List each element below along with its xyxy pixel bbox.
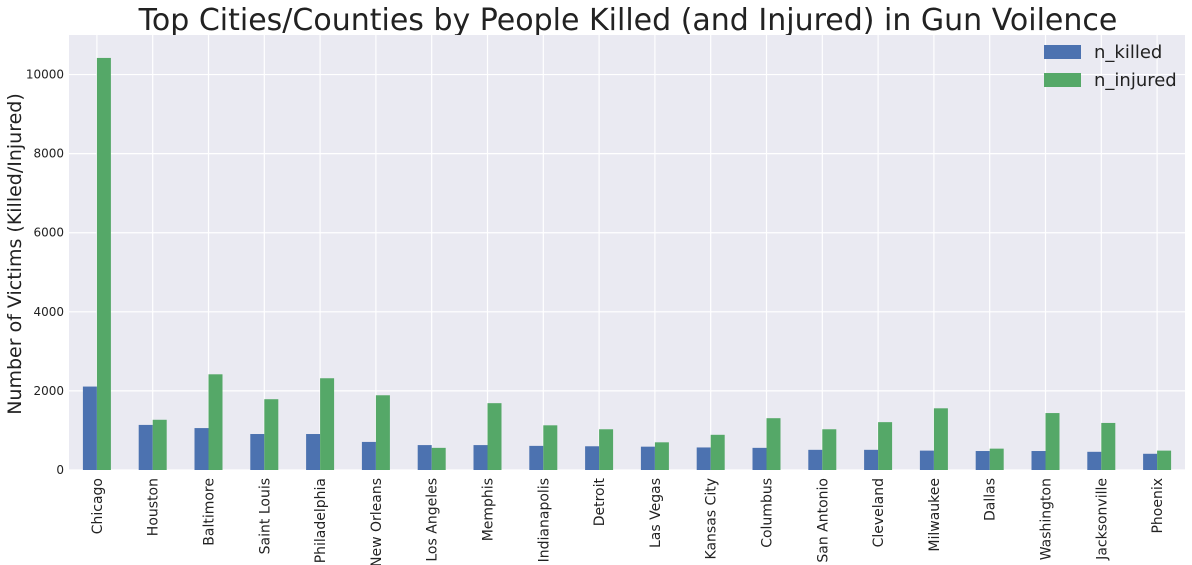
- x-tick-label: Phoenix: [1150, 478, 1166, 534]
- bar-n_injured: [1045, 413, 1060, 470]
- bar-n_injured: [766, 418, 781, 470]
- legend-swatch: [1044, 73, 1081, 87]
- bar-n_injured: [989, 448, 1004, 470]
- y-tick-label: 4000: [33, 305, 64, 319]
- bar-n_injured: [375, 395, 390, 470]
- bar-n_injured: [208, 374, 223, 470]
- y-tick-label: 8000: [33, 147, 64, 161]
- y-tick-label: 10000: [26, 68, 64, 82]
- x-tick-label: Baltimore: [202, 478, 218, 546]
- bar-n_injured: [599, 429, 614, 470]
- bar-n_injured: [822, 429, 837, 470]
- bar-n_injured: [320, 378, 335, 470]
- bars: [82, 57, 1172, 470]
- x-tick-label: San Antonio: [815, 478, 831, 563]
- bar-n_killed: [752, 447, 767, 470]
- bar-n_killed: [306, 434, 321, 470]
- bar-n_killed: [194, 428, 209, 470]
- y-axis-ticks: 0 2000 4000 6000 8000 10000: [26, 68, 64, 477]
- bar-n_killed: [696, 447, 711, 470]
- bar-n_killed: [529, 445, 544, 470]
- bar-n_injured: [1101, 422, 1116, 470]
- bar-n_injured: [878, 422, 893, 470]
- x-tick-label: Kansas City: [704, 478, 720, 559]
- legend: n_killed n_injured: [1044, 42, 1177, 91]
- bar-n_killed: [82, 386, 97, 470]
- bar-n_injured: [933, 408, 948, 470]
- x-tick-label: Jacksonville: [1094, 478, 1110, 561]
- x-tick-label: Chicago: [90, 478, 106, 534]
- bar-n_killed: [585, 446, 600, 470]
- y-tick-label: 6000: [33, 226, 64, 240]
- bar-n_injured: [1157, 450, 1172, 470]
- x-tick-label: Houston: [146, 478, 162, 536]
- bar-n_killed: [138, 424, 153, 470]
- bar-n_injured: [710, 434, 725, 470]
- x-tick-label: Las Vegas: [648, 478, 664, 548]
- x-tick-label: Philadelphia: [313, 478, 329, 563]
- x-tick-label: Memphis: [481, 478, 497, 541]
- legend-swatch: [1044, 45, 1081, 59]
- x-tick-label: Indianapolis: [536, 478, 552, 562]
- bar-n_killed: [250, 434, 265, 470]
- bar-n_killed: [1087, 451, 1102, 470]
- gridlines: [69, 35, 1185, 471]
- y-tick-label: 2000: [33, 384, 64, 398]
- y-tick-label: 0: [56, 463, 64, 477]
- bar-n_injured: [654, 442, 669, 470]
- x-tick-label: Detroit: [592, 477, 608, 526]
- bar-n_killed: [919, 450, 934, 470]
- bar-n_injured: [96, 57, 111, 470]
- chart-title: Top Cities/Counties by People Killed (an…: [138, 3, 1118, 38]
- y-axis-label: Number of Victims (Killed/Injured): [4, 93, 26, 415]
- legend-label: n_injured: [1094, 70, 1177, 91]
- bar-n_injured: [543, 425, 558, 470]
- bar-n_killed: [808, 449, 823, 470]
- bar-n_killed: [1031, 451, 1046, 470]
- x-axis-ticks: Chicago Houston Baltimore Saint Louis Philad…: [90, 477, 1166, 565]
- bar-n_injured: [487, 403, 502, 470]
- x-tick-label: Dallas: [983, 478, 999, 521]
- legend-label: n_killed: [1094, 42, 1162, 63]
- bar-n_killed: [975, 451, 990, 470]
- x-tick-label: New Orleans: [369, 478, 385, 565]
- bar-n_killed: [864, 449, 879, 470]
- bar-n_killed: [1143, 453, 1158, 470]
- x-tick-label: Los Angeles: [425, 478, 441, 562]
- bar-n_killed: [361, 441, 376, 470]
- x-tick-label: Saint Louis: [257, 478, 273, 554]
- x-tick-label: Cleveland: [871, 478, 887, 547]
- x-tick-label: Columbus: [760, 478, 776, 548]
- bar-n_injured: [431, 447, 446, 470]
- bar-n_killed: [640, 446, 655, 470]
- bar-n_injured: [152, 419, 167, 470]
- plot-area: [69, 35, 1185, 470]
- bar-n_killed: [473, 445, 488, 470]
- x-tick-label: Washington: [1039, 478, 1055, 560]
- x-tick-label: Milwaukee: [927, 478, 943, 552]
- bar-n_killed: [417, 445, 432, 470]
- bar-n_injured: [264, 399, 279, 470]
